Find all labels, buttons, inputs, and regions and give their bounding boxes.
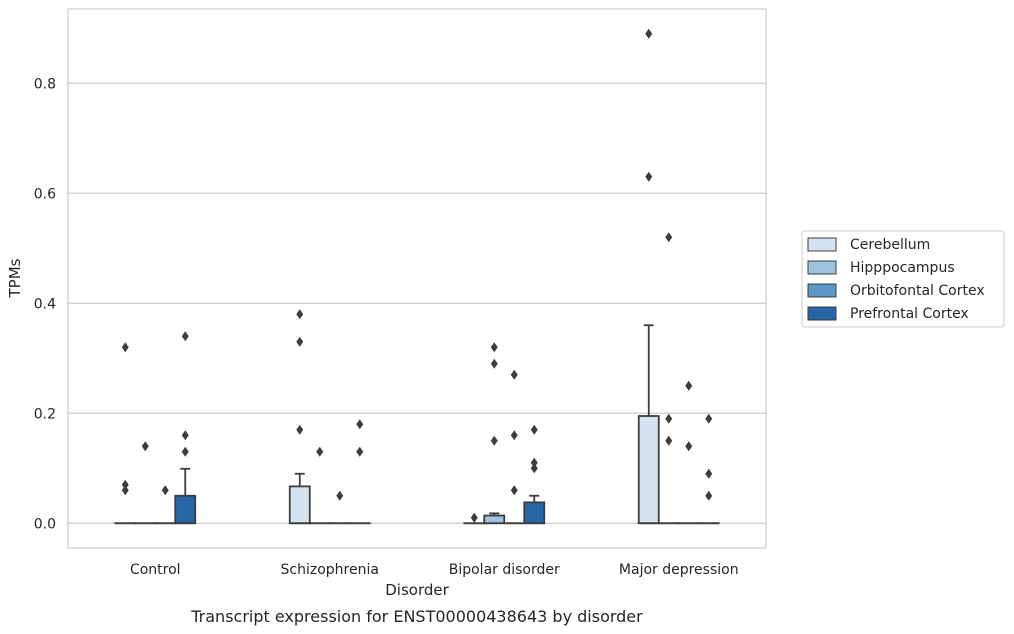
outlier-point [336,490,344,501]
outlier-point [141,441,149,452]
box-rect [483,514,506,525]
outlier-point [121,479,129,490]
box-rect [637,415,660,525]
outlier-point [705,413,713,424]
y-tick-label: 0.6 [34,186,56,202]
outlier-point [356,419,364,430]
outlier-point [296,424,304,435]
box-group [463,512,486,525]
outlier-point [665,232,673,243]
outlier-point [121,342,129,353]
outlier-point [705,490,713,501]
legend-swatch [807,306,837,321]
box-group [288,309,311,525]
outlier-point [685,380,693,391]
box-group [637,28,660,525]
outlier-point [530,424,538,435]
outlier-point [665,435,673,446]
outlier-point [510,485,518,496]
box-group [174,331,197,525]
box-group [697,413,720,525]
x-axis-ticks: Control Schizophrenia Bipolar disorder Majo… [130,562,739,578]
outlier-point [510,369,518,380]
outlier-point [490,358,498,369]
y-tick-label: 0.0 [34,516,56,532]
legend-swatch [807,260,837,275]
outlier-point [356,446,364,457]
outlier-point [530,457,538,468]
x-tick-label: Control [130,562,181,578]
outlier-point [645,28,653,39]
y-axis-label: TPMs [6,258,24,298]
legend-label: Cerebellum [850,237,930,253]
outlier-point [181,446,189,457]
box-rect [288,485,311,525]
legend-label: Prefrontal Cortex [850,306,969,322]
outlier-point [490,435,498,446]
box-group [483,342,506,525]
legend-label: Orbitofontal Cortex [850,283,985,299]
x-tick-label: Major depression [619,562,739,578]
outlier-point [530,463,538,474]
outlier-point [470,512,478,523]
y-axis-ticks: 0.0 0.2 0.4 0.6 0.8 [34,76,56,532]
outlier-point [665,413,673,424]
y-tick-label: 0.4 [34,296,56,312]
box-group [523,424,546,525]
box-groups [114,28,720,525]
x-tick-label: Schizophrenia [281,562,379,578]
plot-frame [67,8,767,549]
outlier-point [316,446,324,457]
outlier-point [296,336,304,347]
box-group [348,419,371,525]
box-group [114,342,137,525]
outlier-point [181,331,189,342]
y-tick-label: 0.8 [34,76,56,92]
outlier-point [296,309,304,320]
outlier-point [181,430,189,441]
legend-label: Hipppocampus [850,260,955,276]
legend-swatch [807,283,837,298]
chart-caption: Transcript expression for ENST0000043864… [190,607,643,626]
outlier-point [705,468,713,479]
outlier-point [510,430,518,441]
legend: Cerebellum Hipppocampus Orbitofontal Corte… [801,230,1005,328]
legend-frame [801,230,1005,328]
y-tick-label: 0.2 [34,406,56,422]
box-group [503,369,526,525]
outlier-point [161,485,169,496]
box-rect [523,501,546,525]
legend-swatch [807,237,837,252]
outlier-point [645,171,653,182]
outlier-point [685,441,693,452]
box-rect [174,494,197,525]
x-axis-label: Disorder [385,581,449,599]
outlier-point [490,342,498,353]
outlier-point [121,485,129,496]
x-tick-label: Bipolar disorder [449,562,560,578]
box-group [677,380,700,525]
